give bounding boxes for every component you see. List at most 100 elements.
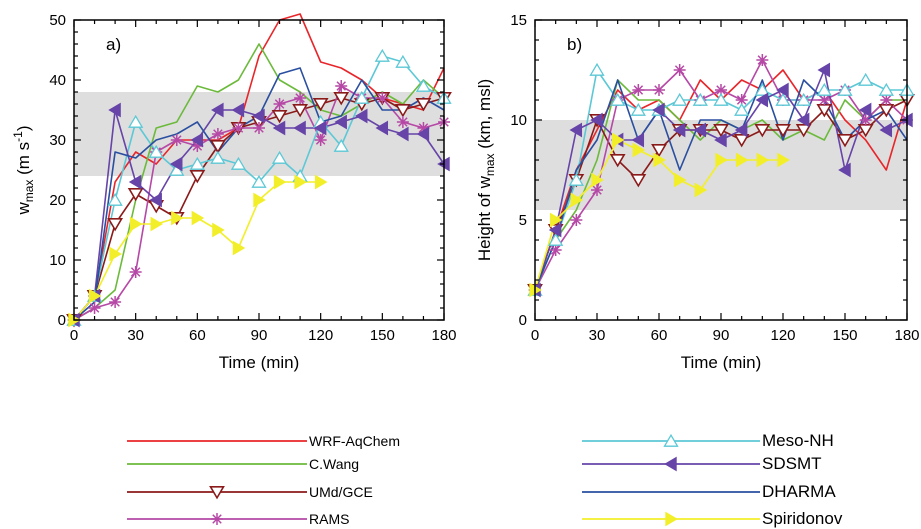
data-point-spiridonov (109, 246, 122, 262)
data-point-sdsmt (211, 102, 224, 118)
data-point-umd-gce (415, 98, 432, 112)
data-point-spiridonov (171, 210, 184, 226)
data-point-meso-nh (548, 232, 564, 246)
data-point-umd-gce (754, 124, 771, 138)
data-point-sdsmt (252, 108, 265, 124)
data-point-spiridonov (591, 172, 604, 188)
data-point-umd-gce (775, 124, 791, 138)
data-point-rams (756, 54, 769, 66)
data-point-umd-gce (630, 174, 647, 188)
x-axis-label: Time (min) (681, 353, 762, 372)
data-point-umd-gce (333, 92, 350, 106)
panel-label: b) (567, 35, 582, 54)
data-point-umd-gce (271, 110, 288, 124)
y-axis-label: wmax (m s-1) (11, 125, 36, 215)
data-point-meso-nh (354, 90, 370, 104)
data-point-rams (335, 80, 348, 92)
data-point-rams (129, 266, 142, 278)
data-point-sdsmt (569, 122, 583, 138)
data-point-rams (253, 122, 265, 134)
data-point-meso-nh (333, 138, 349, 152)
data-point-rams (376, 92, 389, 104)
data-point-rams (211, 128, 224, 140)
data-point-umd-gce (651, 144, 667, 158)
data-point-meso-nh (837, 82, 853, 96)
data-point-meso-nh (210, 150, 226, 164)
data-point-sdsmt (548, 222, 562, 238)
data-point-rams (591, 184, 603, 196)
x-tick-label: 150 (370, 327, 395, 344)
data-point-umd-gce (312, 98, 329, 112)
data-point-meso-nh (672, 92, 688, 106)
data-point-spiridonov (88, 288, 102, 304)
data-point-spiridonov (653, 152, 666, 168)
data-point-sdsmt (631, 132, 645, 148)
data-point-sdsmt (190, 132, 204, 148)
panel-a-wmax: 0 30 60 90 120 150 180 0 10 20 30 40 50 a) Time (min) w… (11, 12, 457, 372)
data-point-meso-nh (692, 92, 708, 106)
legend-label-rams: RAMS (309, 511, 349, 527)
data-point-sdsmt (375, 120, 389, 136)
y-tick-label: 5 (519, 212, 527, 229)
data-point-sdsmt (416, 126, 430, 142)
data-point-rams (818, 94, 831, 106)
x-tick-label: 60 (651, 327, 668, 344)
data-point-rams (314, 134, 327, 146)
data-point-meso-nh (107, 192, 123, 206)
y-tick-label: 0 (519, 312, 527, 329)
data-point-spiridonov (232, 240, 246, 256)
data-point-meso-nh (271, 150, 288, 164)
data-point-sdsmt (354, 108, 368, 124)
data-point-spiridonov (294, 174, 307, 190)
data-point-meso-nh (754, 82, 770, 96)
data-point-spiridonov (212, 222, 225, 238)
data-point-sdsmt (313, 120, 327, 136)
data-point-umd-gce (107, 218, 124, 232)
data-point-spiridonov (570, 192, 584, 208)
legend-label-meso-nh: Meso-NH (762, 431, 834, 450)
data-point-meso-nh (734, 102, 750, 116)
data-point-rams (880, 94, 893, 106)
data-point-meso-nh (568, 172, 584, 186)
panel-label: a) (106, 35, 121, 54)
data-point-meso-nh (395, 54, 411, 68)
y-tick-label: 10 (49, 252, 66, 269)
legend-label-umd-gce: UMd/GCE (309, 484, 373, 500)
data-point-sdsmt (817, 62, 831, 78)
data-point-spiridonov (777, 152, 790, 168)
legend-label-sdsmt: SDSMT (762, 454, 822, 473)
data-point-rams (673, 64, 686, 76)
data-point-sdsmt (714, 132, 727, 148)
y-axis-label: Height of wmax (km, msl) (475, 79, 497, 261)
legend-label-c-wang: C.Wang (309, 456, 359, 472)
data-point-spiridonov (611, 132, 625, 148)
data-point-sdsmt (693, 122, 707, 138)
data-point-meso-nh (858, 72, 874, 86)
data-point-sdsmt (838, 162, 851, 178)
data-point-umd-gce (837, 134, 853, 148)
data-point-sdsmt (858, 102, 872, 118)
data-point-sdsmt (293, 120, 306, 136)
data-point-rams (549, 244, 562, 256)
x-tick-label: 60 (189, 327, 206, 344)
data-point-spiridonov (673, 172, 687, 188)
data-point-spiridonov (191, 210, 205, 226)
y-tick-label: 0 (58, 312, 66, 329)
x-axis-label: Time (min) (219, 353, 300, 372)
legend-marker-sdsmt (664, 456, 677, 472)
x-tick-label: 120 (770, 327, 795, 344)
data-point-rams (653, 84, 665, 96)
y-tick-label: 50 (49, 12, 66, 29)
data-point-rams (294, 92, 307, 104)
x-tick-label: 150 (832, 327, 857, 344)
data-point-rams (273, 98, 286, 110)
x-tick-label: 30 (589, 327, 606, 344)
y-tick-label: 15 (510, 12, 527, 29)
data-point-umd-gce (609, 154, 626, 168)
data-point-sdsmt (396, 126, 409, 142)
data-point-spiridonov (715, 152, 728, 168)
data-point-rams (570, 214, 583, 226)
data-point-spiridonov (735, 152, 749, 168)
y-tick-label: 30 (49, 132, 66, 149)
legend-label-spiridonov: Spiridonov (762, 509, 843, 528)
